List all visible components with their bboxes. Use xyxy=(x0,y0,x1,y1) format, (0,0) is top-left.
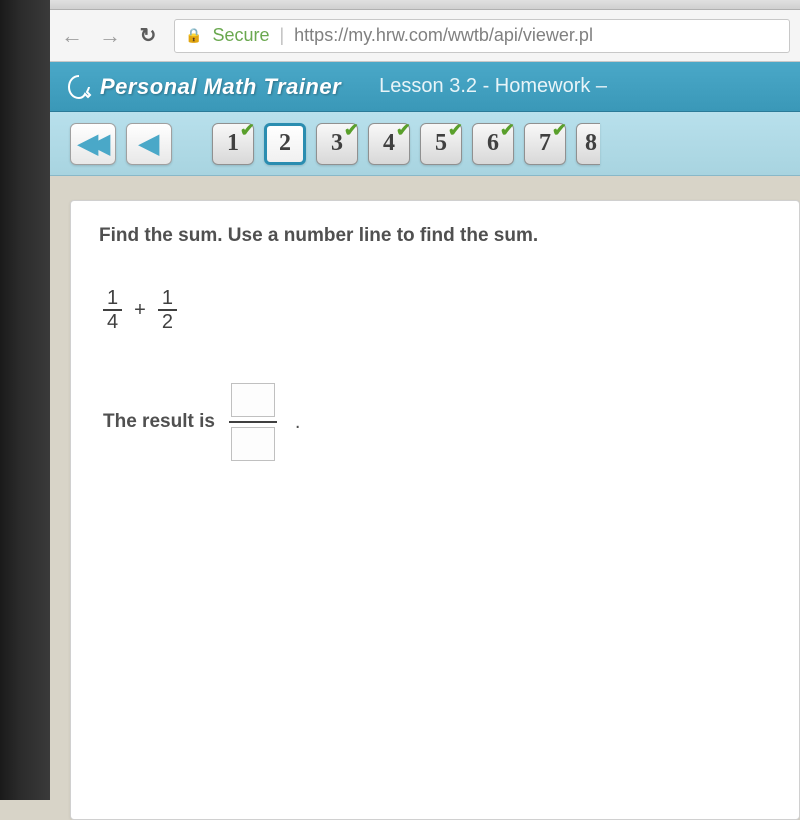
question-2-button[interactable]: 2 xyxy=(264,123,306,165)
check-icon: ✔ xyxy=(344,120,359,141)
answer-fraction xyxy=(229,383,277,461)
denominator-input[interactable] xyxy=(231,427,275,461)
screen-bezel xyxy=(0,0,50,800)
question-8-button[interactable]: 8 xyxy=(576,123,600,165)
question-prompt: Find the sum. Use a number line to find … xyxy=(99,225,771,247)
period: . xyxy=(295,411,301,434)
check-icon: ✔ xyxy=(552,120,567,141)
fraction-bar xyxy=(229,421,277,423)
question-5-button[interactable]: 5✔ xyxy=(420,123,462,165)
fraction-1: 1 4 xyxy=(103,287,122,333)
question-panel: Find the sum. Use a number line to find … xyxy=(70,200,800,820)
app-logo-icon xyxy=(66,74,92,100)
rewind-button[interactable]: ◀◀ xyxy=(70,123,116,165)
address-bar[interactable]: 🔒 Secure | https://my.hrw.com/wwtb/api/v… xyxy=(174,19,790,53)
app-header: Personal Math Trainer Lesson 3.2 - Homew… xyxy=(50,62,800,112)
prev-button[interactable]: ◀ xyxy=(126,123,172,165)
question-3-button[interactable]: 3✔ xyxy=(316,123,358,165)
browser-toolbar: ← → ↻ 🔒 Secure | https://my.hrw.com/wwtb… xyxy=(50,10,800,62)
numerator-input[interactable] xyxy=(231,383,275,417)
expression: 1 4 + 1 2 xyxy=(103,287,771,333)
answer-row: The result is . xyxy=(103,383,771,461)
check-icon: ✔ xyxy=(396,120,411,141)
result-label: The result is xyxy=(103,411,215,433)
question-4-button[interactable]: 4✔ xyxy=(368,123,410,165)
plus-operator: + xyxy=(134,299,146,322)
lock-icon: 🔒 xyxy=(185,27,202,44)
question-6-button[interactable]: 6✔ xyxy=(472,123,514,165)
url-text: https://my.hrw.com/wwtb/api/viewer.pl xyxy=(294,25,593,46)
reload-button[interactable]: ↻ xyxy=(136,23,160,48)
check-icon: ✔ xyxy=(500,120,515,141)
check-icon: ✔ xyxy=(448,120,463,141)
check-icon: ✔ xyxy=(240,120,255,141)
secure-label: Secure xyxy=(212,25,269,46)
app-title: Personal Math Trainer xyxy=(100,74,341,100)
forward-button[interactable]: → xyxy=(98,23,122,49)
question-7-button[interactable]: 7✔ xyxy=(524,123,566,165)
separator: | xyxy=(279,25,284,46)
back-button[interactable]: ← xyxy=(60,23,84,49)
question-nav: ◀◀ ◀ 1✔ 2 3✔ 4✔ 5✔ 6✔ 7✔ 8 xyxy=(50,112,800,176)
fraction-2: 1 2 xyxy=(158,287,177,333)
question-1-button[interactable]: 1✔ xyxy=(212,123,254,165)
browser-window: ← → ↻ 🔒 Secure | https://my.hrw.com/wwtb… xyxy=(50,0,800,800)
browser-tabbar xyxy=(50,0,800,10)
lesson-title: Lesson 3.2 - Homework – xyxy=(379,75,607,98)
